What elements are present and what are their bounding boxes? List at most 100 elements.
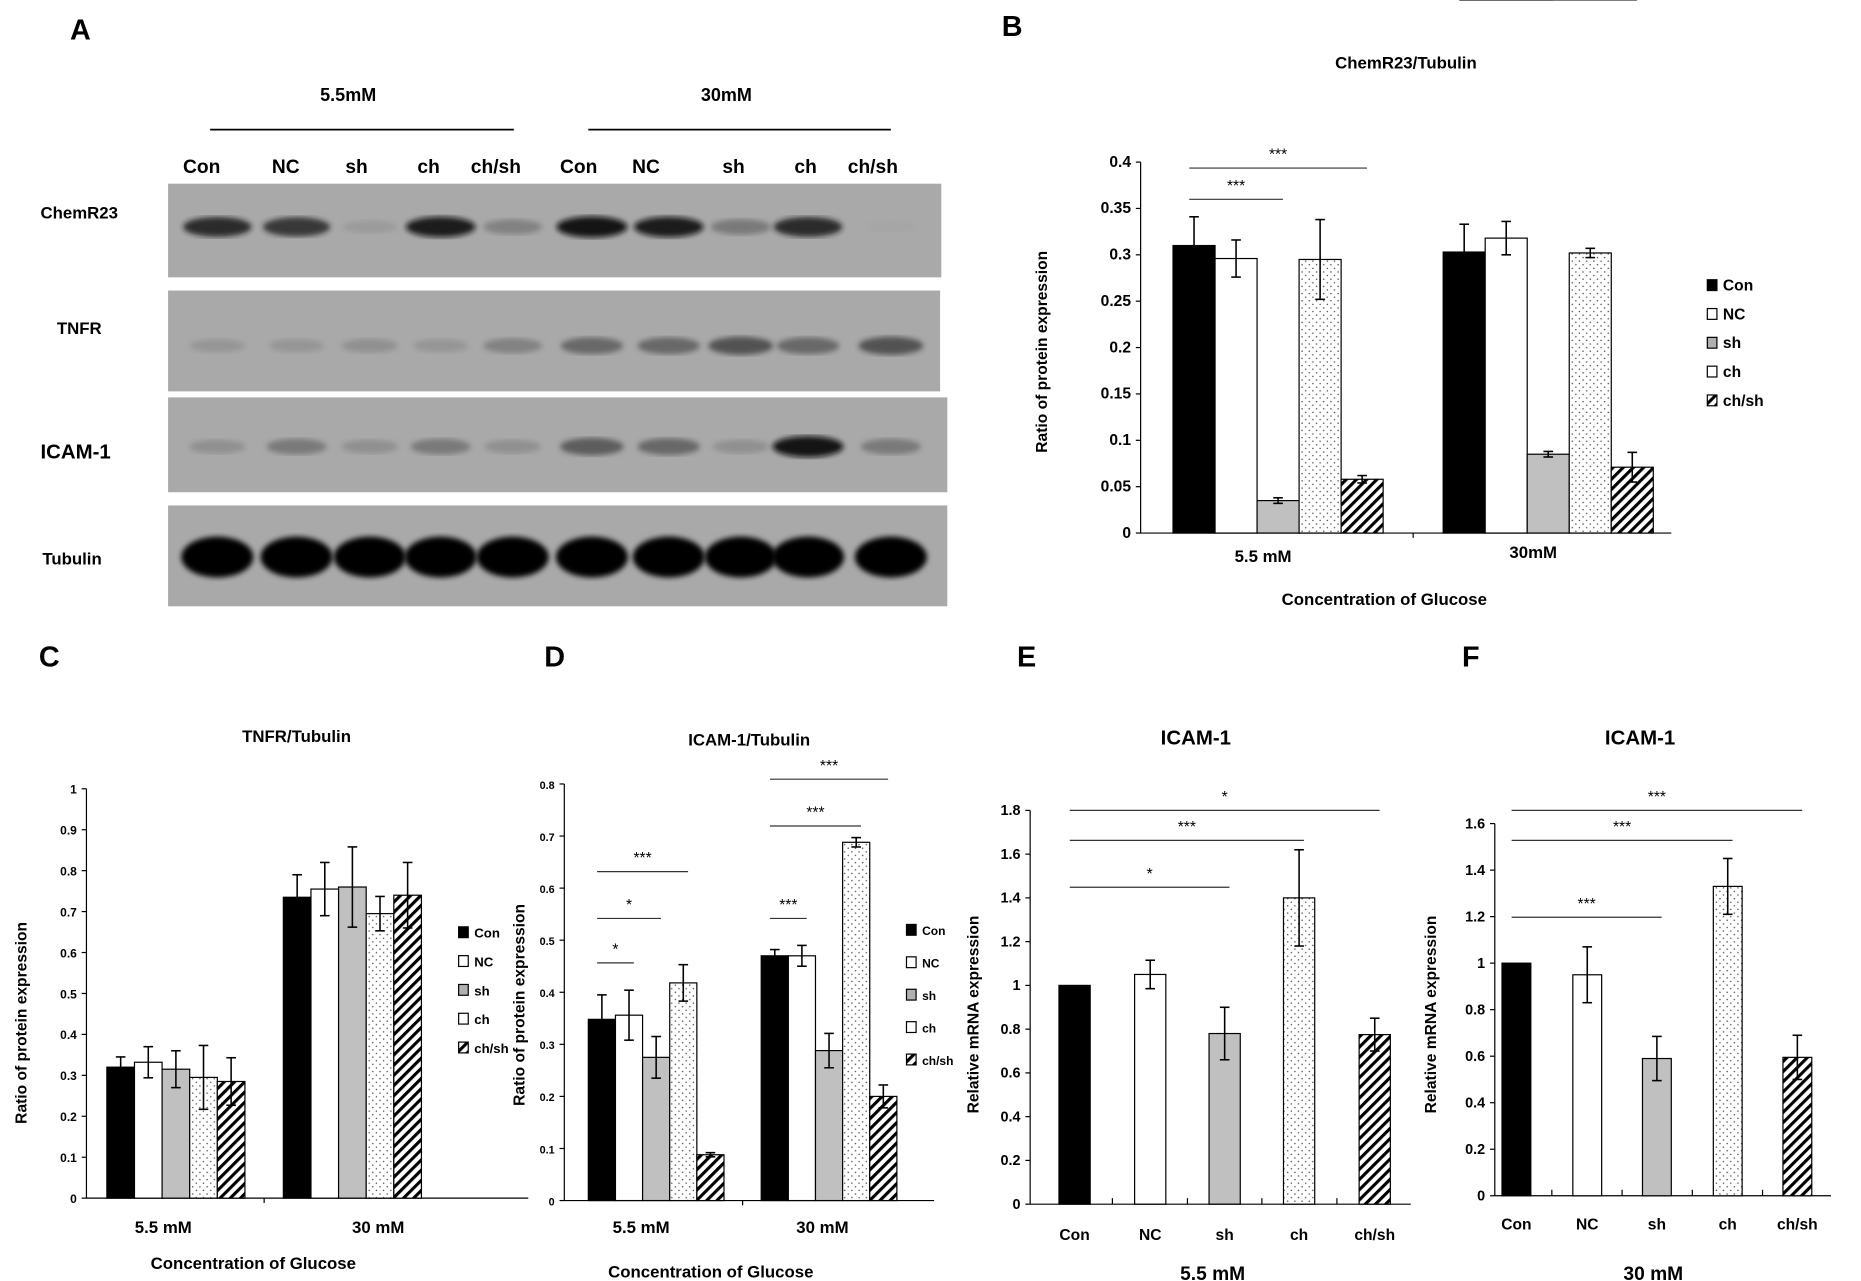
- x-category-label: 5.5 mM: [1235, 547, 1292, 566]
- protein-band: [712, 439, 770, 454]
- x-category-label: ch/sh: [1354, 1227, 1395, 1244]
- protein-band: [772, 536, 845, 578]
- legend-swatch-Con: [905, 923, 917, 936]
- y-tick-label: 0.2: [1001, 1153, 1021, 1169]
- legend-swatch-sh: [905, 988, 917, 1001]
- legend-label: ch/sh: [922, 1054, 953, 1068]
- bar-NC: [1484, 237, 1528, 534]
- bar-sh: [814, 1049, 844, 1202]
- legend-label: Con: [1723, 278, 1753, 295]
- x-category-label: 30 mM: [796, 1218, 848, 1237]
- legend-swatch-sh: [458, 983, 469, 996]
- bar-ch: [1712, 885, 1743, 1197]
- y-axis-label: Ratio of protein expression: [13, 922, 30, 1124]
- chart-title: ChemR23/Tubulin: [1335, 53, 1477, 72]
- panel-label: B: [1002, 11, 1023, 43]
- x-axis-label: Concentration of Glucose: [151, 1254, 356, 1273]
- y-tick-label: 1.4: [1001, 891, 1021, 907]
- protein-band: [773, 217, 843, 237]
- legend-swatch-ch: [1706, 365, 1718, 378]
- y-tick-label: 0.4: [1465, 1096, 1485, 1112]
- x-category-label: NC: [1139, 1227, 1162, 1244]
- chart-title: TNFR/Tubulin: [242, 727, 351, 746]
- protein-band: [637, 337, 700, 355]
- y-tick-label: 0.4: [60, 1028, 77, 1042]
- y-tick-label: 0.8: [60, 864, 77, 878]
- legend-label: NC: [922, 957, 940, 971]
- y-axis-label: Ratio of protein expression: [1034, 251, 1051, 453]
- legend-label: Con: [474, 926, 500, 941]
- bar-ch: [1568, 252, 1612, 534]
- protein-band: [555, 536, 628, 578]
- legend-label: NC: [474, 954, 494, 969]
- x-category-label: ch: [1719, 1216, 1737, 1233]
- protein-band: [262, 217, 331, 237]
- bar-NC: [1134, 973, 1167, 1205]
- protein-band: [413, 339, 469, 353]
- x-category-label: ch: [1290, 1227, 1308, 1244]
- x-category-label: sh: [1648, 1216, 1666, 1233]
- lane-label: NC: [632, 157, 660, 178]
- y-tick-label: 0.8: [1465, 1002, 1485, 1018]
- x-category-label: Con: [1059, 1227, 1089, 1244]
- legend-label: ch: [474, 1012, 489, 1027]
- legend-label: sh: [922, 989, 936, 1003]
- protein-band: [189, 339, 245, 353]
- bar-sh: [1208, 1032, 1241, 1205]
- protein-band: [181, 536, 254, 578]
- bar-Con: [587, 1018, 617, 1202]
- y-tick-label: 0.3: [1109, 247, 1131, 264]
- lane-label: Con: [560, 157, 597, 178]
- legend-swatch-ch: [458, 1012, 469, 1025]
- y-tick-label: 1.6: [1465, 816, 1485, 832]
- y-tick-label: 0.2: [1465, 1142, 1485, 1158]
- lane-label: NC: [272, 157, 300, 178]
- group-label: 30mM: [701, 85, 752, 105]
- bar-ch-sh: [696, 1154, 725, 1202]
- protein-band: [854, 536, 927, 578]
- y-tick-label: 0: [70, 1192, 77, 1206]
- y-tick-label: 0.4: [1001, 1109, 1021, 1125]
- legend-swatch-NC: [1706, 307, 1718, 320]
- y-tick-label: 0.6: [540, 884, 555, 896]
- legend-label: ch/sh: [474, 1041, 508, 1056]
- protein-band: [866, 221, 916, 232]
- legend-label: sh: [474, 983, 489, 998]
- y-tick-label: 0.35: [1101, 200, 1132, 217]
- y-tick-label: 0.5: [540, 936, 555, 948]
- chart-title: ICAM-1: [1161, 727, 1231, 749]
- significance-stars: *: [1147, 866, 1153, 883]
- bar-NC: [310, 888, 340, 1199]
- y-tick-label: 0.1: [540, 1144, 555, 1156]
- bar-NC: [1572, 974, 1603, 1197]
- significance-stars: ***: [1648, 789, 1666, 806]
- y-axis-label: Ratio of protein expression: [512, 904, 529, 1106]
- y-tick-label: 0.7: [60, 905, 77, 919]
- legend-swatch-Con: [1706, 279, 1718, 292]
- x-category-label: NC: [1576, 1216, 1599, 1233]
- x-axis-label: Concentration of Glucose: [1282, 590, 1487, 609]
- significance-stars: *: [612, 941, 618, 958]
- legend-swatch-ch-sh: [1706, 394, 1718, 407]
- y-tick-label: 0: [1122, 525, 1131, 542]
- protein-band: [860, 438, 921, 455]
- protein-band: [704, 536, 777, 578]
- significance-stars: *: [626, 897, 632, 914]
- y-tick-label: 0.3: [60, 1069, 77, 1083]
- chart-panel-b: ChemR23/Tubulin 0 0.05 0.1 0.15 0.2 0.25 0.3 0.3…: [1034, 0, 1764, 609]
- y-tick-label: 0.25: [1101, 293, 1132, 310]
- bar-ch-sh: [1358, 1034, 1391, 1205]
- blot-row-label: Tubulin: [42, 549, 101, 568]
- y-tick-label: 1: [70, 783, 77, 797]
- significance-stars: ***: [633, 850, 651, 867]
- blot-strip-tnfr: [168, 290, 941, 392]
- protein-band: [341, 439, 399, 454]
- y-tick-label: 0.2: [540, 1092, 555, 1104]
- legend-swatch-ch-sh: [905, 1053, 917, 1066]
- y-tick-label: 0: [1013, 1197, 1021, 1213]
- y-tick-label: 0: [549, 1196, 555, 1208]
- legend-label: Con: [922, 924, 945, 938]
- protein-band: [708, 336, 774, 355]
- lane-label: ch/sh: [848, 157, 898, 178]
